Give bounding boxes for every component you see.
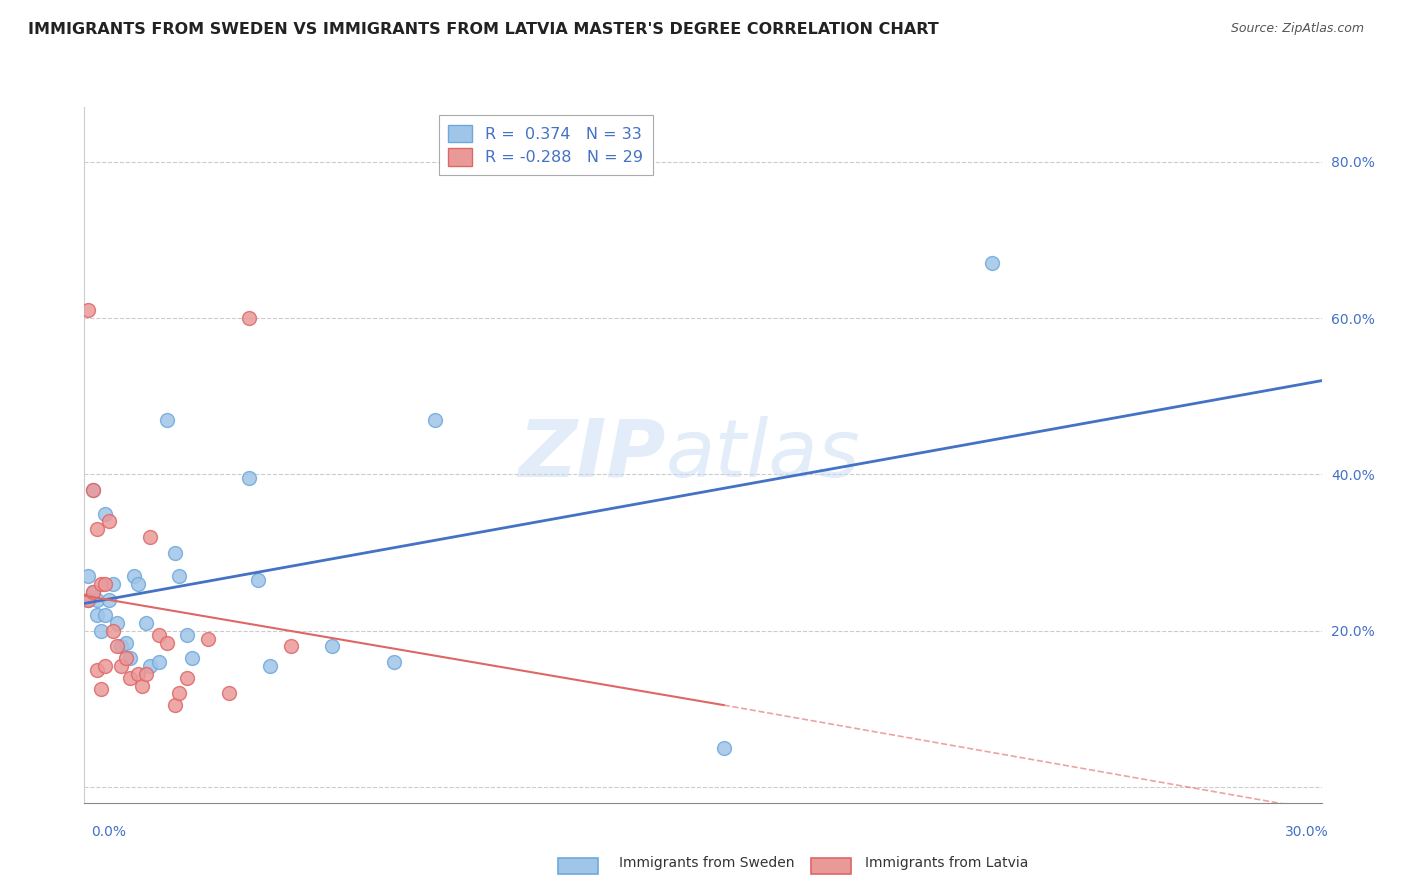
- Text: atlas: atlas: [666, 416, 860, 494]
- Point: [167, 569, 190, 583]
- Point: [246, 573, 269, 587]
- Point: [156, 413, 179, 427]
- Point: [259, 659, 281, 673]
- Point: [122, 569, 145, 583]
- Point: [86, 592, 108, 607]
- Point: [90, 624, 112, 638]
- Point: [176, 671, 198, 685]
- Point: [103, 577, 125, 591]
- Point: [131, 679, 153, 693]
- Text: IMMIGRANTS FROM SWEDEN VS IMMIGRANTS FROM LATVIA MASTER'S DEGREE CORRELATION CHA: IMMIGRANTS FROM SWEDEN VS IMMIGRANTS FRO…: [28, 22, 939, 37]
- Point: [165, 698, 187, 712]
- Point: [139, 659, 162, 673]
- Point: [118, 651, 141, 665]
- Point: [77, 592, 100, 607]
- Point: [77, 592, 100, 607]
- Point: [321, 640, 343, 654]
- Point: [77, 569, 100, 583]
- Point: [180, 651, 202, 665]
- Point: [90, 682, 112, 697]
- Point: [167, 686, 190, 700]
- Point: [98, 514, 121, 528]
- Point: [110, 640, 132, 654]
- Point: [86, 663, 108, 677]
- Point: [713, 741, 735, 756]
- Point: [82, 584, 104, 599]
- Point: [77, 303, 100, 318]
- Point: [238, 471, 260, 485]
- Point: [114, 635, 136, 649]
- Point: [114, 651, 136, 665]
- Text: Immigrants from Sweden: Immigrants from Sweden: [619, 856, 794, 871]
- Text: Immigrants from Latvia: Immigrants from Latvia: [865, 856, 1028, 871]
- Point: [103, 624, 125, 638]
- Point: [94, 507, 117, 521]
- Point: [135, 615, 157, 630]
- Point: [176, 628, 198, 642]
- Point: [218, 686, 240, 700]
- FancyBboxPatch shape: [811, 858, 851, 874]
- Point: [98, 592, 121, 607]
- Point: [148, 655, 170, 669]
- Text: ZIP: ZIP: [519, 416, 666, 494]
- Text: 0.0%: 0.0%: [91, 825, 127, 839]
- Point: [148, 628, 170, 642]
- Point: [86, 608, 108, 623]
- Point: [110, 659, 132, 673]
- Point: [139, 530, 162, 544]
- Point: [94, 659, 117, 673]
- Text: 30.0%: 30.0%: [1285, 825, 1329, 839]
- Point: [105, 615, 128, 630]
- Point: [90, 577, 112, 591]
- Legend: R =  0.374   N = 33, R = -0.288   N = 29: R = 0.374 N = 33, R = -0.288 N = 29: [439, 115, 652, 176]
- Point: [127, 666, 149, 681]
- Point: [980, 256, 1002, 270]
- Point: [86, 522, 108, 536]
- Point: [118, 671, 141, 685]
- Point: [82, 483, 104, 497]
- Point: [238, 311, 260, 326]
- Point: [165, 546, 187, 560]
- Point: [82, 584, 104, 599]
- Point: [105, 640, 128, 654]
- Point: [135, 666, 157, 681]
- Text: Source: ZipAtlas.com: Source: ZipAtlas.com: [1230, 22, 1364, 36]
- Point: [94, 577, 117, 591]
- Point: [82, 483, 104, 497]
- Point: [382, 655, 405, 669]
- Point: [280, 640, 302, 654]
- Point: [94, 608, 117, 623]
- Point: [127, 577, 149, 591]
- Point: [423, 413, 446, 427]
- FancyBboxPatch shape: [558, 858, 598, 874]
- Point: [156, 635, 179, 649]
- Point: [197, 632, 219, 646]
